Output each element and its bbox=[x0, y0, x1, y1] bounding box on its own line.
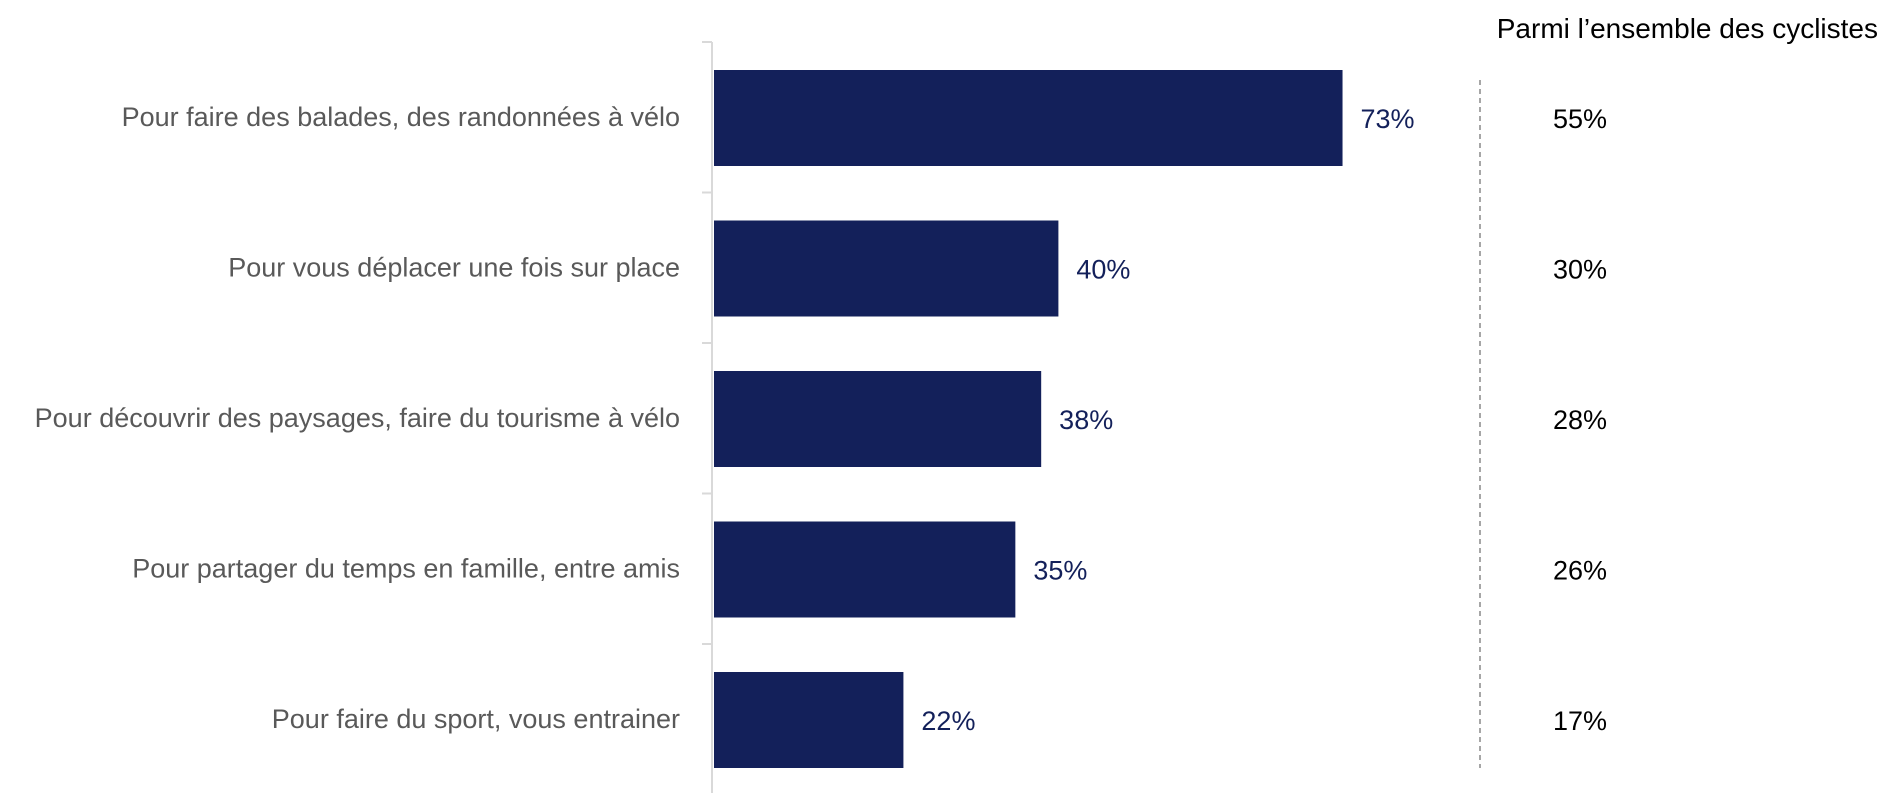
bar bbox=[714, 672, 904, 768]
bar bbox=[714, 70, 1343, 166]
category-label: Pour faire des balades, des randonnées à… bbox=[122, 102, 680, 132]
value-label: 40% bbox=[1076, 255, 1130, 285]
comparison-labels: 55% 30% 28% 26% 17% bbox=[1553, 104, 1607, 736]
category-label: Pour découvrir des paysages, faire du to… bbox=[35, 403, 680, 433]
value-label: 73% bbox=[1361, 104, 1415, 134]
comparison-value-label: 55% bbox=[1553, 104, 1607, 134]
value-label: 35% bbox=[1033, 556, 1087, 586]
category-labels: Pour faire des balades, des randonnées à… bbox=[35, 102, 680, 734]
category-label: Pour vous déplacer une fois sur place bbox=[228, 253, 680, 283]
value-label: 22% bbox=[921, 706, 975, 736]
axis-ticks bbox=[702, 41, 712, 645]
bar bbox=[714, 521, 1016, 618]
category-label: Pour partager du temps en famille, entre… bbox=[132, 554, 680, 584]
comparison-value-label: 17% bbox=[1553, 706, 1607, 736]
comparison-title: Parmi l’ensemble des cyclistes bbox=[1497, 13, 1878, 44]
bar bbox=[714, 371, 1042, 467]
comparison-value-label: 30% bbox=[1553, 255, 1607, 285]
comparison-value-label: 26% bbox=[1553, 556, 1607, 586]
value-labels: 73% 40% 38% 35% 22% bbox=[921, 104, 1414, 736]
category-label: Pour faire du sport, vous entrainer bbox=[272, 704, 680, 734]
bars-group bbox=[714, 70, 1343, 768]
bar bbox=[714, 220, 1059, 317]
comparison-value-label: 28% bbox=[1553, 405, 1607, 435]
value-label: 38% bbox=[1059, 405, 1113, 435]
